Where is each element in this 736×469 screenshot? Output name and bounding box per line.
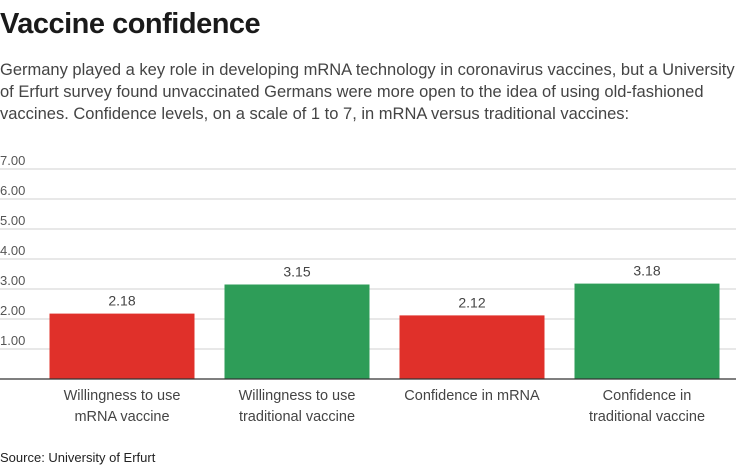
chart-title: Vaccine confidence <box>0 8 261 40</box>
y-tick-label: 1.00 <box>0 333 25 348</box>
bars <box>49 283 720 379</box>
y-tick-label: 6.00 <box>0 183 25 198</box>
y-tick-label: 7.00 <box>0 153 25 168</box>
value-labels: 2.18 3.15 2.12 3.18 <box>108 263 660 311</box>
source-note: Source: University of Erfurt <box>0 450 156 465</box>
y-tick-label: 5.00 <box>0 213 25 228</box>
y-tick-label: 4.00 <box>0 243 25 258</box>
bar <box>49 313 195 379</box>
value-label: 2.18 <box>108 293 135 309</box>
value-label: 3.15 <box>283 264 310 280</box>
category-label: Confidence in mRNA <box>404 388 540 404</box>
y-axis-ticks: 1.00 2.00 3.00 4.00 5.00 6.00 7.00 <box>0 153 25 348</box>
y-tick-label: 3.00 <box>0 273 25 288</box>
category-label: Willingness to use traditional vaccine <box>239 388 356 425</box>
y-tick-label: 2.00 <box>0 303 25 318</box>
category-label: Confidence in traditional vaccine <box>589 388 705 425</box>
x-axis-categories: Willingness to use mRNA vaccine Willingnes… <box>64 388 705 425</box>
bar <box>224 284 370 379</box>
chart-subtitle: Germany played a key role in developing … <box>0 61 735 123</box>
bar <box>574 283 720 379</box>
bar-chart: 1.002.003.004.005.006.007.00 2.183.152.1… <box>0 153 736 425</box>
value-label: 3.18 <box>633 263 660 279</box>
bar <box>399 315 545 379</box>
category-label: Willingness to use mRNA vaccine <box>64 388 181 425</box>
value-label: 2.12 <box>458 294 485 310</box>
